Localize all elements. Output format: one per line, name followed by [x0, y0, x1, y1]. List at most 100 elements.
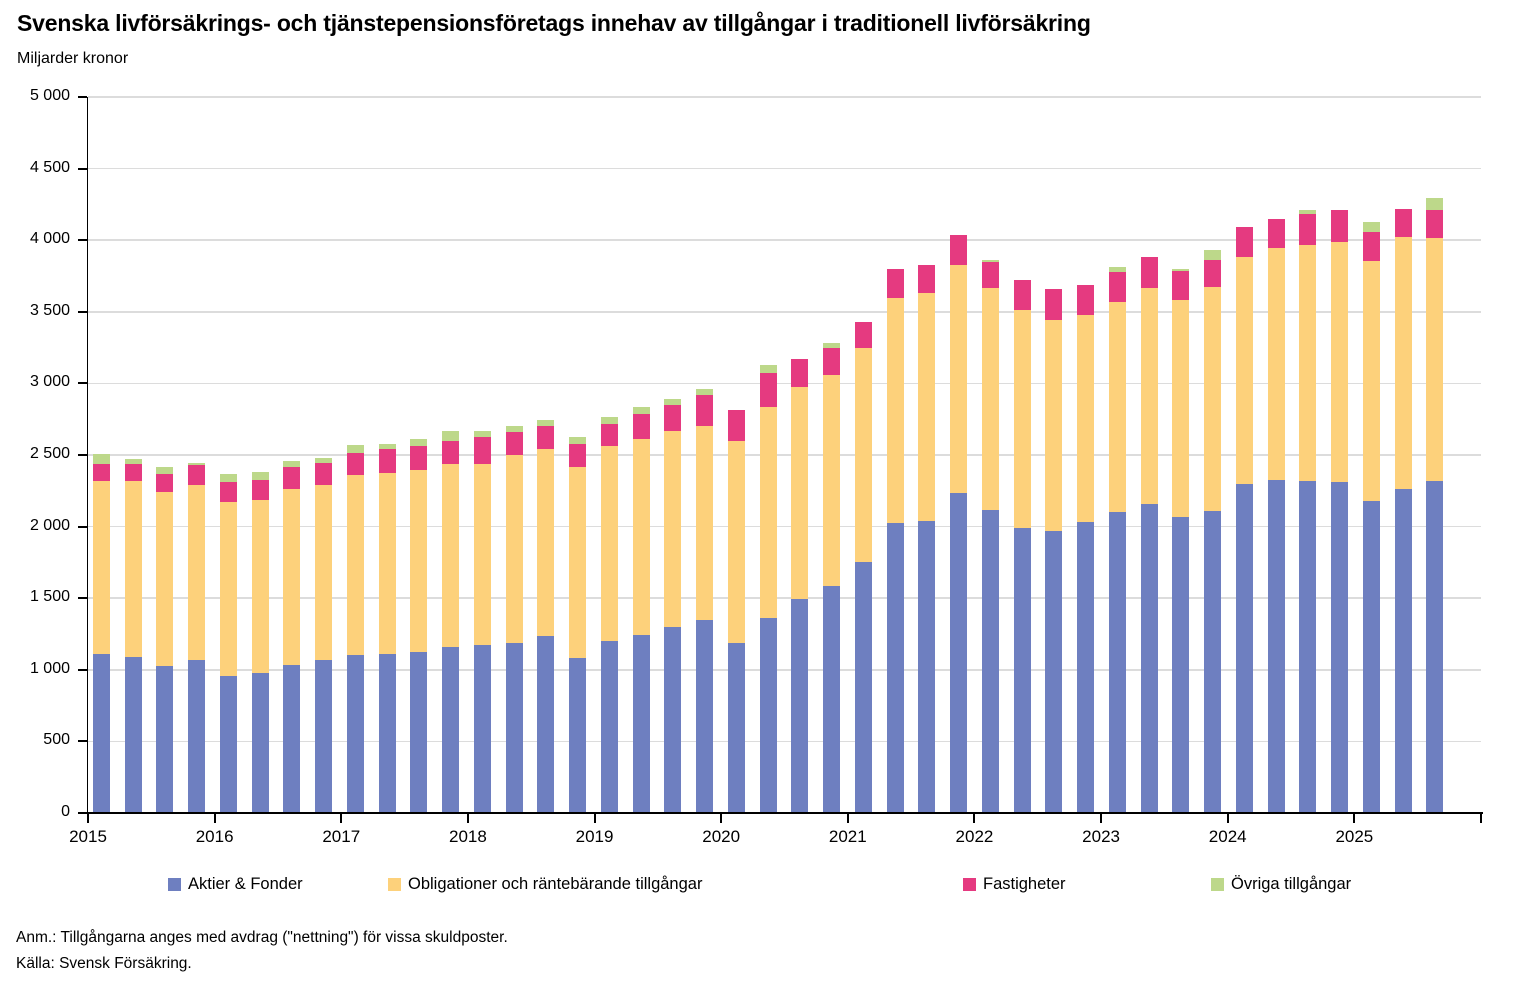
- segment-ovriga: [315, 457, 333, 463]
- y-tick-mark-500: [78, 740, 87, 743]
- segment-fastigheter: [1172, 271, 1190, 301]
- x-tick-mark-10: [1353, 814, 1356, 823]
- segment-aktier: [1108, 511, 1126, 813]
- segment-fastigheter: [1204, 260, 1222, 288]
- x-year-label-2016: 2016: [195, 827, 234, 846]
- bar-2020-Q1: [727, 409, 745, 813]
- segment-ovriga: [1426, 197, 1444, 211]
- segment-ovriga: [251, 471, 269, 481]
- x-tick-mark-9: [1226, 814, 1229, 823]
- segment-fastigheter: [1426, 210, 1444, 239]
- bar-2015-Q2: [124, 459, 142, 813]
- y-tick-label-3500: 3 500: [29, 301, 70, 319]
- segment-aktier: [1362, 500, 1380, 813]
- legend-item-ovriga: Övriga tillgångar: [1211, 874, 1351, 894]
- x-year-label-2020: 2020: [702, 827, 741, 846]
- bar-2024-Q2: [1267, 218, 1285, 813]
- x-year-label-2019: 2019: [575, 827, 614, 846]
- bar-2020-Q4: [823, 342, 841, 813]
- segment-fastigheter: [124, 464, 142, 481]
- segment-aktier: [600, 641, 618, 813]
- gridline-4000: [88, 239, 1481, 241]
- segment-ovriga: [759, 364, 777, 374]
- bar-2017-Q3: [410, 439, 428, 813]
- segment-ovriga: [664, 399, 682, 405]
- segment-ovriga: [1362, 221, 1380, 232]
- segment-fastigheter: [92, 463, 110, 481]
- bar-2018-Q4: [569, 437, 587, 813]
- legend-item-obligationer: Obligationer och räntebärande tillgångar: [388, 874, 702, 894]
- segment-obligationer: [950, 265, 968, 493]
- segment-obligationer: [1362, 260, 1380, 501]
- segment-fastigheter: [918, 264, 936, 294]
- segment-aktier: [696, 620, 714, 813]
- segment-aktier: [854, 561, 872, 813]
- gridline-3000: [88, 382, 1481, 385]
- bar-2019-Q1: [600, 417, 618, 813]
- segment-obligationer: [92, 480, 110, 655]
- y-tick-label-4500: 4 500: [29, 158, 70, 176]
- segment-ovriga: [569, 437, 587, 444]
- bar-2023-Q1: [1108, 267, 1126, 813]
- segment-aktier: [1140, 503, 1158, 813]
- segment-obligationer: [505, 455, 523, 644]
- segment-obligationer: [791, 387, 809, 599]
- segment-ovriga: [1299, 210, 1317, 215]
- y-tick-mark-5000: [78, 96, 87, 98]
- segment-obligationer: [696, 426, 714, 621]
- segment-fastigheter: [854, 321, 872, 349]
- bar-2018-Q2: [505, 425, 523, 813]
- segment-aktier: [378, 654, 396, 813]
- segment-ovriga: [632, 407, 650, 415]
- segment-fastigheter: [505, 432, 523, 456]
- y-tick-mark-4500: [78, 167, 87, 170]
- x-year-label-2021: 2021: [828, 827, 867, 846]
- segment-obligationer: [1267, 248, 1285, 481]
- segment-fastigheter: [442, 440, 460, 464]
- bar-2022-Q3: [1045, 288, 1063, 813]
- bar-2024-Q3: [1299, 210, 1317, 813]
- legend-label-obligationer: Obligationer och räntebärande tillgångar: [408, 874, 703, 893]
- segment-aktier: [283, 664, 301, 813]
- plot-area: [88, 96, 1481, 813]
- x-tick-mark-0: [87, 814, 89, 823]
- x-year-label-2023: 2023: [1082, 827, 1120, 846]
- x-tick-mark-5: [720, 814, 723, 823]
- segment-obligationer: [918, 293, 936, 521]
- x-tick-mark-1: [213, 814, 216, 823]
- bar-2024-Q4: [1331, 210, 1349, 813]
- segment-fastigheter: [823, 347, 841, 375]
- x-tick-mark-4: [593, 814, 596, 823]
- x-tick-mark-11: [1480, 814, 1482, 823]
- segment-obligationer: [219, 501, 237, 676]
- note-text: Anm.: Tillgångarna anges med avdrag ("ne…: [16, 929, 508, 946]
- segment-aktier: [346, 654, 364, 813]
- gridline-1500: [88, 597, 1481, 599]
- y-tick-label-500: 500: [43, 731, 70, 749]
- gridline-3500: [88, 311, 1481, 313]
- bar-2024-Q1: [1235, 226, 1253, 813]
- x-year-label-2018: 2018: [448, 827, 487, 846]
- segment-fastigheter: [696, 394, 714, 427]
- bar-2025-Q3: [1426, 197, 1444, 813]
- segment-fastigheter: [473, 437, 491, 464]
- bar-2018-Q1: [473, 430, 491, 813]
- bar-2017-Q2: [378, 443, 396, 813]
- segment-aktier: [219, 675, 237, 813]
- segment-ovriga: [283, 460, 301, 468]
- legend: Aktier & Fonder Obligationer och räntebä…: [0, 874, 1523, 896]
- segment-fastigheter: [251, 480, 269, 501]
- y-tick-mark-4000: [78, 239, 87, 242]
- segment-obligationer: [823, 374, 841, 587]
- bar-2021-Q2: [886, 268, 904, 813]
- segment-obligationer: [632, 439, 650, 635]
- segment-aktier: [1235, 484, 1253, 813]
- x-tick-mark-6: [846, 814, 849, 823]
- x-axis-line: [86, 812, 1483, 814]
- segment-fastigheter: [791, 359, 809, 387]
- segment-obligationer: [1077, 314, 1095, 522]
- segment-obligationer: [886, 298, 904, 524]
- bar-2017-Q1: [346, 445, 364, 813]
- y-tick-mark-1000: [78, 668, 87, 671]
- bar-2019-Q2: [632, 407, 650, 813]
